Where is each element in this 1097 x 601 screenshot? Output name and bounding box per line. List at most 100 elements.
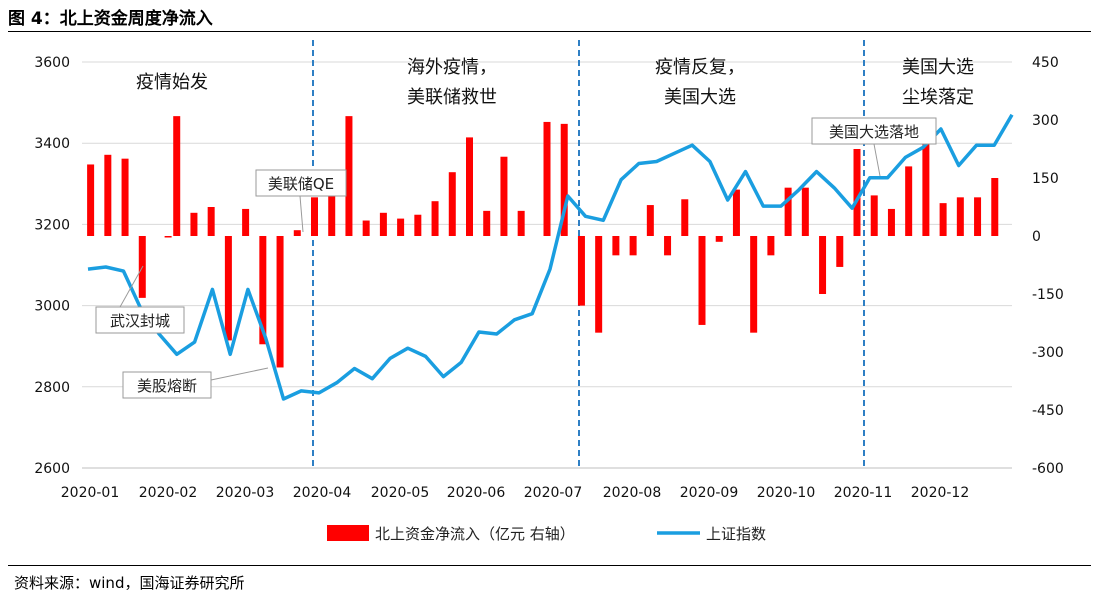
bar <box>259 236 267 345</box>
right-axis-tick-label: 300 <box>1032 113 1059 129</box>
bar <box>431 201 439 236</box>
x-axis-tick-label: 2020-10 <box>757 485 816 501</box>
bar <box>345 116 353 236</box>
right-axis-tick-label: -450 <box>1032 403 1064 419</box>
left-axis-tick-label: 3400 <box>34 136 70 152</box>
x-axis-tick-label: 2020-04 <box>293 485 352 501</box>
left-axis-tick-label: 3600 <box>34 55 70 71</box>
bar <box>397 218 405 236</box>
bar <box>164 236 172 238</box>
bar <box>956 197 964 236</box>
top-rule <box>8 31 1091 32</box>
bar <box>104 154 112 236</box>
bar <box>991 178 999 236</box>
legend: 北上资金净流入（亿元 右轴） 上证指数 <box>327 525 766 543</box>
callout-leader <box>299 195 304 233</box>
left-axis-tick-label: 3000 <box>34 299 70 315</box>
bar <box>595 236 603 333</box>
x-axis-tick-label: 2020-11 <box>834 485 893 501</box>
callout-box <box>122 371 212 399</box>
bar <box>664 236 672 256</box>
bottom-rule <box>8 565 1091 566</box>
callout-label: 武汉封城 <box>110 312 170 330</box>
bar <box>922 137 930 236</box>
bar <box>483 210 491 236</box>
bar <box>560 123 568 236</box>
callout-leader <box>119 265 144 308</box>
index-line <box>87 113 1014 401</box>
callout-box <box>95 306 185 334</box>
x-axis-tick-label: 2020-07 <box>524 485 583 501</box>
left-axis-tick-label: 2800 <box>34 380 70 396</box>
chart: 3600 3400 3200 3000 2800 2600 450 300 150 0 -150 -3… <box>34 40 1064 543</box>
phase-label: 疫情始发 <box>136 72 208 93</box>
bar <box>836 236 844 267</box>
bar <box>379 212 387 236</box>
bar <box>577 236 585 306</box>
callout-leader <box>210 367 269 381</box>
right-axis-tick-label: -150 <box>1032 287 1064 303</box>
x-axis-tick-label: 2020-09 <box>680 485 739 501</box>
bar <box>767 236 775 256</box>
x-axis-tick-label: 2020-06 <box>447 485 506 501</box>
bar <box>681 199 689 236</box>
legend-bar-label: 北上资金净流入（亿元 右轴） <box>375 525 575 543</box>
left-axis-tick-label: 2600 <box>34 461 70 477</box>
bar <box>784 187 792 236</box>
right-axis-tick-label: 0 <box>1032 229 1041 245</box>
phase-dividers <box>312 40 865 470</box>
bar <box>190 212 198 236</box>
bar <box>448 172 456 236</box>
x-axis-tick-label: 2020-12 <box>911 485 970 501</box>
bar <box>853 149 861 236</box>
bar <box>328 189 336 236</box>
phase-label: 美国大选 <box>902 57 974 78</box>
bar <box>870 195 878 236</box>
right-axis-tick-label: 450 <box>1032 55 1059 71</box>
bar <box>819 236 827 294</box>
source-note: 资料来源：wind，国海证券研究所 <box>14 574 245 592</box>
left-axis-tick-label: 3200 <box>34 217 70 233</box>
phase-label: 疫情反复， <box>655 57 745 78</box>
callout-label: 美股熔断 <box>137 377 197 395</box>
callout-leader <box>873 143 881 177</box>
phase-label: 美国大选 <box>664 87 736 108</box>
bar <box>242 208 250 236</box>
right-axis-tick-label: -600 <box>1032 461 1064 477</box>
bar <box>543 121 551 236</box>
bar <box>887 208 895 236</box>
callout-box <box>255 169 347 197</box>
bar-series <box>87 116 999 368</box>
bar <box>517 210 525 236</box>
bar <box>276 236 284 368</box>
bar <box>905 166 913 236</box>
bar <box>311 197 318 236</box>
line-series <box>87 113 1014 401</box>
callout-label: 美国大选落地 <box>829 123 919 141</box>
bar <box>629 236 637 256</box>
bar <box>466 137 473 236</box>
legend-line-label: 上证指数 <box>706 525 766 543</box>
x-axis-tick-label: 2020-03 <box>216 485 275 501</box>
phase-label: 美联储救世 <box>407 87 497 108</box>
figure-title: 图 4：北上资金周度净流入 <box>8 9 213 29</box>
bar <box>750 236 758 333</box>
legend-bar-swatch <box>327 525 369 541</box>
bar <box>121 158 129 236</box>
callout-label: 美联储QE <box>268 175 334 193</box>
bar <box>173 116 181 236</box>
phase-label: 尘埃落定 <box>902 87 974 108</box>
bar <box>939 203 947 236</box>
x-axis-tick-label: 2020-01 <box>61 485 120 501</box>
bar <box>698 236 706 325</box>
right-axis-tick-label: 150 <box>1032 171 1059 187</box>
x-axis-tick-label: 2020-08 <box>603 485 662 501</box>
bar <box>801 187 809 236</box>
bar <box>224 236 232 341</box>
phase-label: 海外疫情， <box>407 57 497 78</box>
bar <box>87 164 95 236</box>
callout-box <box>811 117 937 145</box>
bar <box>362 220 370 236</box>
